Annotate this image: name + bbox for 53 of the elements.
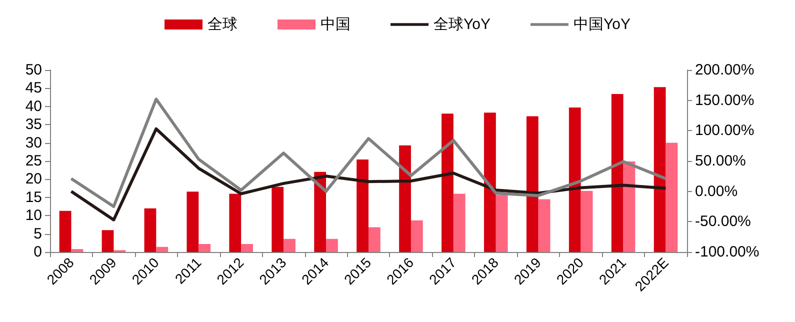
y-tick-label: 25 [25, 152, 42, 170]
bar [623, 161, 636, 252]
y2-tick-label: 200.00% [695, 62, 754, 78]
y2-tick-label: -100.00% [695, 244, 760, 260]
bar [496, 194, 508, 252]
y2-tick-label: 0.00% [695, 182, 738, 200]
bar [284, 238, 296, 252]
y-tick-label: 5 [34, 225, 42, 242]
y-tick-label: 20 [25, 170, 42, 188]
legend-label: 中国 [320, 16, 351, 33]
bar [526, 116, 538, 252]
bar [410, 220, 423, 252]
line-series [70, 98, 668, 208]
bar [538, 199, 550, 252]
bar [611, 94, 624, 252]
y-tick-label: 40 [25, 98, 42, 115]
y-tick-label: 50 [25, 62, 42, 78]
y-tick-label: 0 [34, 244, 42, 260]
bar [442, 114, 454, 252]
bar [229, 194, 242, 252]
y-tick-label: 15 [25, 188, 42, 206]
bar [314, 172, 326, 252]
y2-tick-label: 150.00% [695, 92, 754, 109]
y2-tick-label: 100.00% [695, 122, 754, 140]
bar [356, 160, 368, 252]
y-tick-label: 30 [25, 134, 42, 152]
legend-label: 全球YoY [434, 16, 491, 33]
bar [399, 145, 411, 252]
bar [453, 194, 466, 252]
y-tick-label: 10 [25, 207, 42, 224]
bar [272, 186, 284, 252]
bar [580, 190, 593, 252]
bar [484, 112, 496, 252]
bar [368, 227, 380, 252]
bar [102, 230, 114, 252]
bar [186, 192, 199, 252]
bar [156, 246, 168, 252]
bar [326, 238, 338, 252]
bar [59, 210, 72, 252]
bar [198, 244, 211, 252]
legend-label: 中国YoY [574, 16, 630, 33]
bar [144, 208, 156, 252]
line-series [70, 127, 668, 222]
bar [241, 244, 253, 252]
y2-tick-label: -50.00% [695, 213, 751, 230]
legend-label: 全球 [208, 16, 238, 33]
bar [654, 87, 666, 252]
y-tick-label: 45 [25, 80, 42, 97]
y2-tick-label: 50.00% [695, 152, 746, 170]
bar [71, 249, 84, 252]
bar [568, 107, 581, 252]
y-tick-label: 35 [25, 116, 42, 134]
bar [666, 142, 678, 252]
